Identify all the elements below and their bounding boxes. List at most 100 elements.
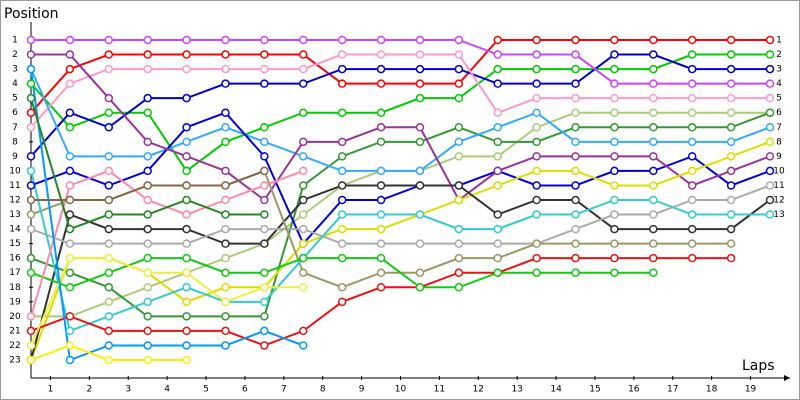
point: [415, 93, 425, 103]
series-line: [30, 68, 771, 172]
point: [221, 166, 230, 176]
point: [610, 93, 619, 103]
point: [143, 312, 152, 321]
point: [260, 64, 269, 74]
point: [571, 224, 580, 234]
point: [454, 224, 464, 234]
point: [687, 224, 697, 234]
point: [143, 210, 152, 219]
point: [104, 239, 114, 248]
point: [65, 195, 75, 205]
point: [687, 181, 697, 190]
point: [260, 195, 269, 205]
x-tick-label: 15: [589, 385, 600, 395]
point: [610, 166, 619, 176]
point: [726, 181, 736, 190]
point: [260, 268, 269, 277]
point: [493, 210, 502, 219]
y-tick-label: 5: [12, 94, 18, 104]
point: [65, 181, 75, 190]
point: [299, 239, 308, 248]
point: [221, 123, 230, 132]
point: [337, 181, 347, 190]
point: [299, 268, 308, 277]
point: [221, 108, 230, 117]
point: [260, 283, 269, 292]
y-tick-label: 10: [9, 166, 21, 176]
y-tick-label: 19: [9, 297, 21, 307]
x-tick-label: 13: [511, 385, 522, 395]
point: [65, 35, 75, 45]
point: [221, 341, 230, 350]
point: [337, 137, 347, 147]
point: [454, 283, 464, 292]
series-line: [30, 68, 304, 362]
point: [687, 253, 697, 263]
point: [26, 93, 36, 103]
point: [532, 268, 541, 277]
point: [260, 297, 269, 307]
point: [765, 123, 775, 132]
point: [726, 93, 736, 103]
point: [532, 108, 541, 117]
point: [610, 108, 619, 117]
point: [299, 326, 308, 336]
point: [182, 166, 191, 176]
y-tick-label: 9: [12, 152, 18, 162]
point: [493, 64, 502, 74]
point: [143, 93, 152, 103]
point: [454, 123, 464, 132]
point: [415, 210, 425, 219]
point: [221, 79, 230, 88]
point: [182, 224, 191, 234]
point: [65, 166, 75, 176]
point: [571, 35, 580, 45]
point: [454, 268, 464, 277]
point: [726, 166, 736, 176]
point: [571, 152, 580, 161]
point: [299, 181, 308, 190]
point: [765, 93, 775, 103]
point: [65, 268, 75, 277]
y-tick-label: 22: [9, 341, 20, 351]
series-line: [30, 170, 770, 333]
point: [26, 355, 36, 365]
point: [221, 195, 230, 205]
point: [299, 35, 308, 45]
point: [649, 239, 658, 248]
point: [143, 253, 152, 263]
point: [532, 123, 541, 132]
point: [610, 123, 619, 132]
point: [221, 137, 230, 147]
point: [376, 166, 386, 176]
point: [687, 50, 697, 59]
point: [571, 108, 580, 117]
series-line: [30, 184, 771, 361]
point: [765, 64, 775, 74]
point: [337, 79, 347, 88]
x-arrow: [784, 375, 790, 381]
point: [65, 224, 75, 234]
x-tick-label: 10: [395, 385, 407, 395]
point: [649, 152, 658, 161]
point: [454, 195, 464, 205]
point: [376, 79, 386, 88]
point: [65, 239, 75, 248]
point: [571, 181, 580, 190]
y2-tick-label: 13: [773, 210, 784, 220]
point: [104, 224, 114, 234]
y2-tick-label: 5: [776, 94, 782, 104]
point: [532, 166, 541, 176]
point: [65, 123, 75, 132]
point: [104, 268, 114, 277]
point: [726, 224, 736, 234]
point: [260, 137, 269, 147]
point: [143, 64, 152, 74]
y-tick-label: 16: [9, 254, 21, 264]
point: [221, 283, 230, 292]
point: [571, 79, 580, 88]
point: [65, 64, 75, 74]
point: [532, 152, 541, 161]
point: [26, 195, 36, 205]
